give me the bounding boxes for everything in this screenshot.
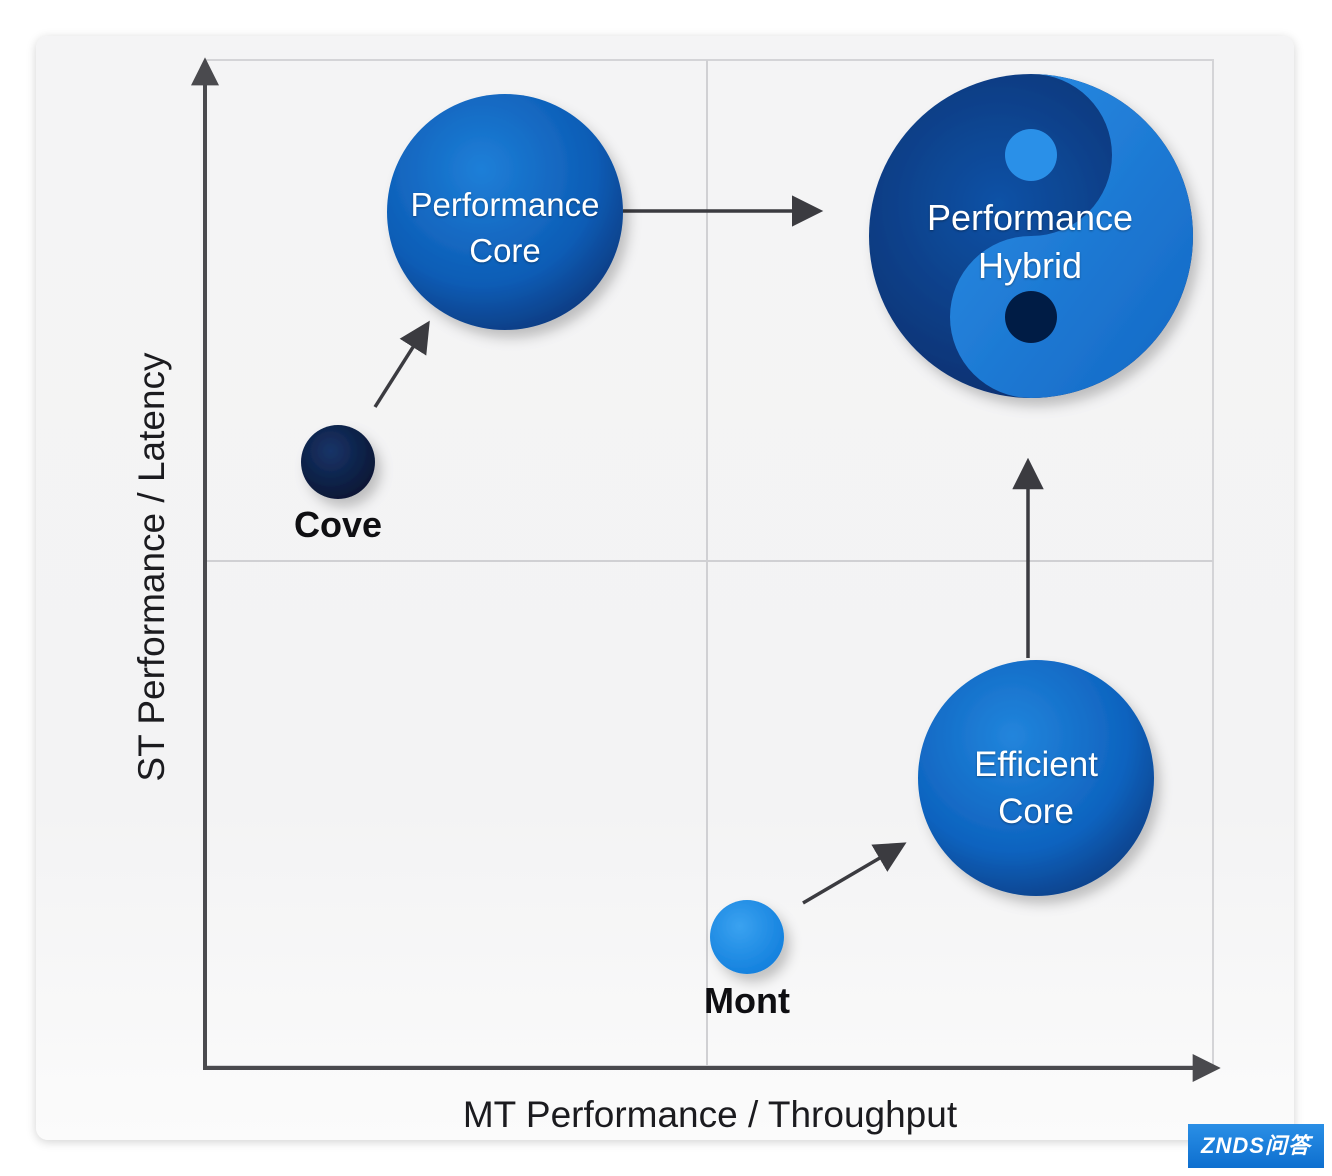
- performance-core-label-line1: Performance: [410, 186, 600, 223]
- performance-hybrid-bubble: [869, 74, 1193, 398]
- performance-core-label-line2: Core: [469, 232, 541, 269]
- performance-core-bubble: [387, 94, 623, 330]
- hybrid-top-dot: [1005, 129, 1057, 181]
- x-axis-label: MT Performance / Throughput: [462, 1094, 958, 1135]
- performance-hybrid-label-line2: Hybrid: [977, 245, 1083, 286]
- mont-dot: [710, 900, 784, 974]
- performance-hybrid-label: Performance Hybrid: [890, 194, 1170, 290]
- watermark-badge: ZNDS问答: [1188, 1124, 1324, 1168]
- cove-label: Cove: [293, 504, 383, 545]
- mont-label: Mont: [704, 980, 790, 1021]
- performance-core-label: Performance Core: [385, 182, 625, 274]
- hybrid-bottom-dot: [1005, 291, 1057, 343]
- cove-dot: [301, 425, 375, 499]
- efficient-core-label: Efficient Core: [916, 741, 1156, 835]
- arrow-mont-to-efficient-core: [802, 842, 907, 905]
- arrow-cove-to-performance-core: [373, 320, 430, 408]
- performance-hybrid-label-line1: Performance: [926, 197, 1134, 238]
- efficient-core-label-line2: Core: [998, 792, 1074, 831]
- efficient-core-label-line1: Efficient: [974, 745, 1098, 784]
- y-axis-label: ST Performance / Latency: [131, 352, 172, 782]
- efficient-core-bubble: [918, 660, 1154, 896]
